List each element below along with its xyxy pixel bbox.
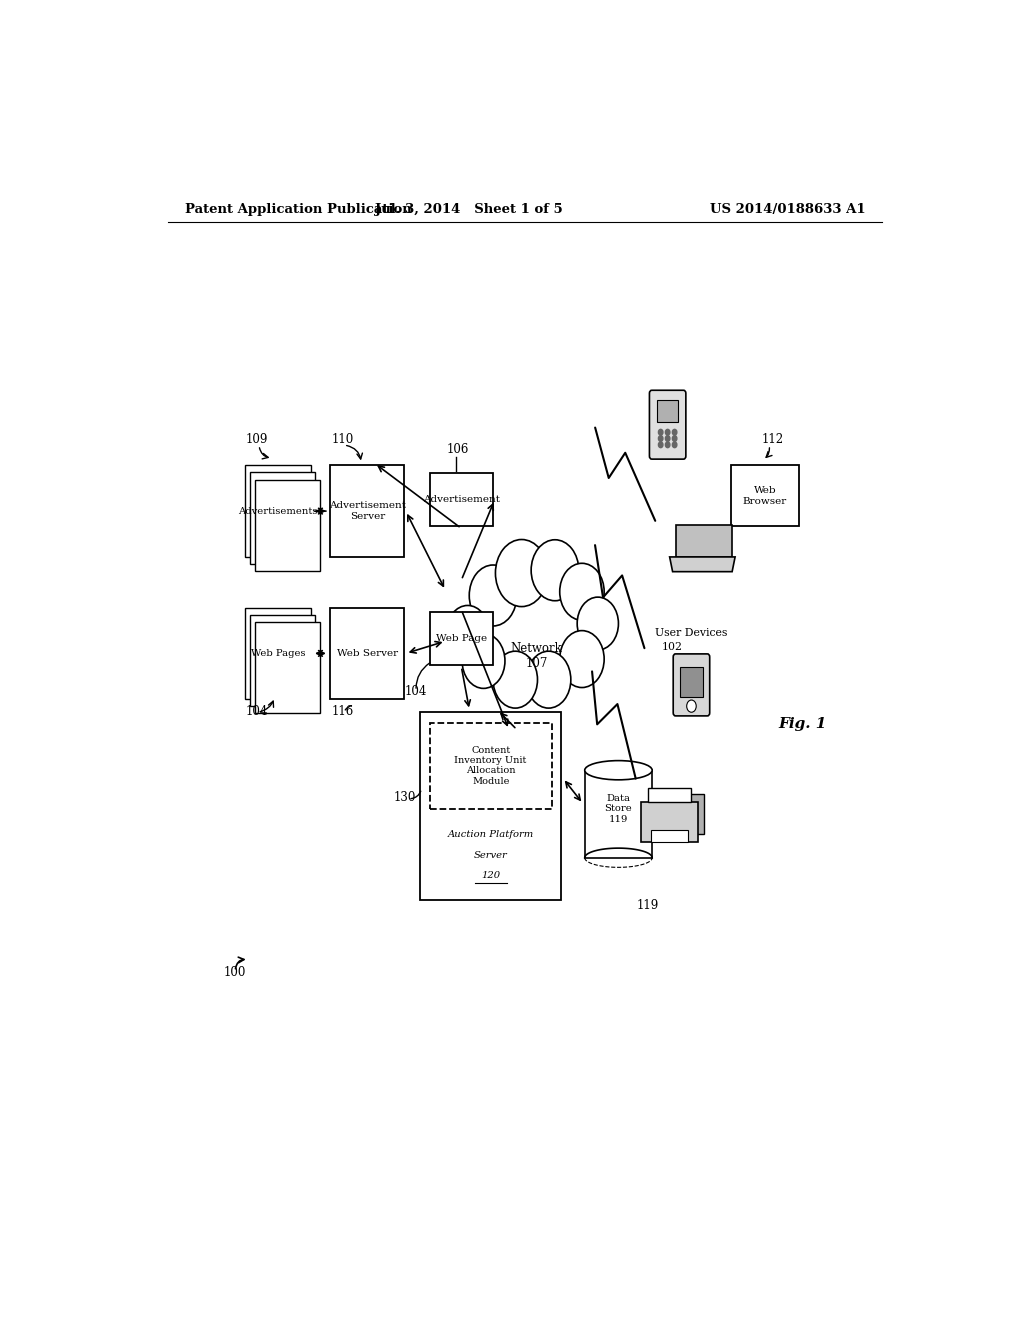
Bar — [585, 771, 652, 858]
Text: 110: 110 — [331, 433, 353, 446]
Text: Server: Server — [474, 851, 508, 861]
Text: Data
Store
119: Data Store 119 — [604, 795, 632, 824]
Circle shape — [666, 436, 670, 441]
Text: Network
107: Network 107 — [511, 643, 562, 671]
Circle shape — [469, 565, 517, 626]
Text: 106: 106 — [447, 444, 469, 457]
FancyBboxPatch shape — [246, 466, 310, 557]
FancyBboxPatch shape — [430, 722, 552, 809]
Circle shape — [658, 442, 663, 447]
Text: Auction Platform: Auction Platform — [447, 830, 534, 838]
Text: Jul. 3, 2014   Sheet 1 of 5: Jul. 3, 2014 Sheet 1 of 5 — [376, 203, 563, 215]
FancyBboxPatch shape — [680, 667, 702, 697]
FancyBboxPatch shape — [250, 615, 315, 706]
Text: Fig. 1: Fig. 1 — [778, 717, 827, 730]
Circle shape — [446, 606, 489, 660]
Text: Web Page: Web Page — [436, 634, 486, 643]
FancyBboxPatch shape — [430, 611, 494, 664]
Text: 104: 104 — [246, 705, 268, 718]
Circle shape — [673, 429, 677, 436]
Circle shape — [494, 651, 538, 708]
Text: 112: 112 — [761, 433, 783, 446]
Text: Advertisements: Advertisements — [239, 507, 317, 516]
Text: 119: 119 — [637, 899, 659, 912]
Text: Advertisement
Server: Advertisement Server — [329, 502, 406, 521]
FancyBboxPatch shape — [647, 788, 691, 803]
FancyBboxPatch shape — [255, 479, 321, 572]
Text: 120: 120 — [481, 871, 501, 880]
FancyBboxPatch shape — [731, 466, 799, 527]
Text: Web
Browser: Web Browser — [742, 486, 787, 506]
Text: 116: 116 — [331, 705, 353, 718]
FancyBboxPatch shape — [651, 830, 687, 842]
Circle shape — [578, 597, 618, 649]
Polygon shape — [676, 524, 732, 557]
Text: 130: 130 — [394, 791, 416, 804]
FancyBboxPatch shape — [649, 391, 686, 459]
FancyBboxPatch shape — [246, 607, 310, 700]
Text: Web Pages: Web Pages — [251, 649, 305, 657]
Circle shape — [666, 442, 670, 447]
Polygon shape — [670, 557, 735, 572]
Text: 109: 109 — [246, 433, 268, 446]
Ellipse shape — [585, 760, 652, 780]
Circle shape — [658, 429, 663, 436]
Circle shape — [666, 429, 670, 436]
Circle shape — [658, 436, 663, 441]
FancyBboxPatch shape — [647, 795, 705, 834]
FancyBboxPatch shape — [331, 466, 404, 557]
FancyBboxPatch shape — [250, 473, 315, 564]
Circle shape — [673, 442, 677, 447]
Circle shape — [462, 634, 505, 689]
Text: Advertisement: Advertisement — [423, 495, 500, 504]
Circle shape — [560, 564, 604, 620]
Text: US 2014/0188633 A1: US 2014/0188633 A1 — [711, 203, 866, 215]
Circle shape — [496, 540, 548, 607]
Circle shape — [560, 631, 604, 688]
Text: 104: 104 — [404, 685, 427, 698]
Text: Content
Inventory Unit
Allocation
Module: Content Inventory Unit Allocation Module — [455, 746, 527, 785]
Text: Web Server: Web Server — [337, 649, 398, 657]
FancyBboxPatch shape — [255, 622, 321, 713]
FancyBboxPatch shape — [641, 803, 697, 842]
Text: User Devices: User Devices — [655, 628, 727, 638]
FancyBboxPatch shape — [430, 474, 494, 527]
FancyBboxPatch shape — [420, 713, 561, 900]
Circle shape — [687, 700, 696, 713]
Circle shape — [673, 436, 677, 441]
Circle shape — [531, 540, 579, 601]
FancyBboxPatch shape — [673, 653, 710, 715]
Text: 102: 102 — [662, 643, 682, 652]
FancyBboxPatch shape — [657, 400, 678, 421]
Text: 100: 100 — [223, 966, 246, 978]
Circle shape — [526, 651, 570, 708]
Text: Patent Application Publication: Patent Application Publication — [185, 203, 412, 215]
FancyBboxPatch shape — [331, 607, 404, 700]
